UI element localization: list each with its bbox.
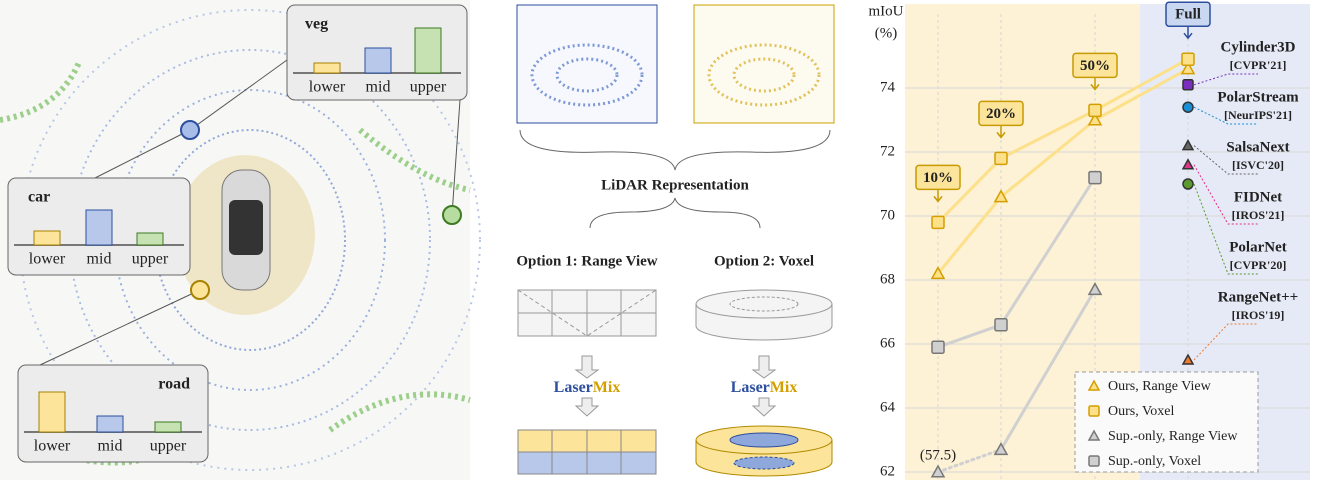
car-roof xyxy=(229,200,263,255)
legend-label: Sup.-only, Voxel xyxy=(1108,454,1201,469)
brace xyxy=(520,130,830,170)
mini-bar-label: upper xyxy=(132,251,169,268)
y-tick-label: 72 xyxy=(880,143,895,159)
marker xyxy=(1089,104,1101,116)
category-label: 10% xyxy=(923,170,953,186)
y-tick-label: 74 xyxy=(880,79,896,95)
marker xyxy=(995,319,1007,331)
voxel-mix xyxy=(696,426,832,476)
marker xyxy=(1089,456,1099,466)
reference-venue: [IROS'19] xyxy=(1232,308,1285,322)
middle-panel: LiDAR Representation Option 1: Range Vie… xyxy=(516,5,834,476)
option-label: Option 1: Range View xyxy=(516,253,657,269)
method-name: LaserMix xyxy=(731,379,798,396)
mini-bar-label: mid xyxy=(87,251,112,268)
method-part: Laser xyxy=(731,379,770,396)
mini-bar xyxy=(137,233,163,245)
callout-label: veg xyxy=(305,16,328,33)
mini-bar xyxy=(97,416,123,432)
scan-gold xyxy=(694,5,834,123)
mini-bar xyxy=(365,48,391,73)
legend-label: Ours, Voxel xyxy=(1108,404,1174,419)
mini-bar xyxy=(34,231,60,245)
reference-name: PolarStream xyxy=(1217,89,1299,105)
reference-venue: [CVPR'20] xyxy=(1230,258,1287,272)
y-axis-unit: (%) xyxy=(875,25,898,41)
brace xyxy=(590,198,760,228)
legend-label: Sup.-only, Range View xyxy=(1108,429,1238,444)
scan-blue xyxy=(517,5,657,123)
y-tick-label: 70 xyxy=(880,207,895,223)
marker xyxy=(1182,53,1194,65)
y-tick-label: 68 xyxy=(880,271,895,287)
method-part: Mix xyxy=(593,379,621,396)
mini-bar xyxy=(155,422,181,432)
y-tick-label: 64 xyxy=(880,399,896,415)
marker xyxy=(932,216,944,228)
callout-label: road xyxy=(158,376,190,393)
mini-bar xyxy=(86,210,112,245)
range-mix xyxy=(518,430,656,474)
reference-venue: [ISVC'20] xyxy=(1232,158,1284,172)
mini-bar xyxy=(314,63,340,73)
reference-venue: [CVPR'21] xyxy=(1230,58,1287,72)
mini-bar xyxy=(415,28,441,73)
marker xyxy=(1089,406,1099,416)
mini-bar-label: mid xyxy=(98,438,123,455)
category-label: 20% xyxy=(986,106,1016,122)
mini-bar-label: lower xyxy=(29,251,66,268)
marker xyxy=(1183,102,1193,112)
y-axis-label: mIoU xyxy=(869,3,904,19)
mini-bar xyxy=(39,392,65,432)
mini-bar-label: upper xyxy=(150,438,187,455)
value-label: (57.5) xyxy=(920,447,956,463)
figure: LiDAR Representation Option 1: Range Vie… xyxy=(0,0,1323,480)
marker xyxy=(1089,172,1101,184)
y-tick-label: 66 xyxy=(880,335,896,351)
reference-name: Cylinder3D xyxy=(1221,39,1296,55)
point-veg xyxy=(443,206,461,224)
range-grid xyxy=(518,290,656,336)
mini-bar-label: lower xyxy=(309,79,346,96)
category-label: Full xyxy=(1175,7,1201,23)
mini-bar-label: upper xyxy=(410,79,447,96)
y-tick-label: 62 xyxy=(880,463,895,479)
reference-name: SalsaNext xyxy=(1226,139,1289,155)
mini-bar-label: mid xyxy=(366,79,391,96)
option-label: Option 2: Voxel xyxy=(714,253,814,269)
method-name: LaserMix xyxy=(554,379,621,396)
method-part: Laser xyxy=(554,379,593,396)
reference-name: RangeNet++ xyxy=(1218,289,1298,305)
reference-name: FIDNet xyxy=(1234,189,1282,205)
category-label: 50% xyxy=(1080,58,1110,74)
mini-bar-label: lower xyxy=(34,438,71,455)
marker xyxy=(1183,80,1193,90)
method-part: Mix xyxy=(770,379,798,396)
marker xyxy=(995,152,1007,164)
voxel-grid xyxy=(696,290,832,340)
point-car xyxy=(181,121,199,139)
page: { "left_panel": { "callouts": [ {"label"… xyxy=(0,0,1323,480)
reference-name: PolarNet xyxy=(1229,239,1286,255)
callout-label: car xyxy=(28,189,50,206)
legend-label: Ours, Range View xyxy=(1108,379,1212,394)
reference-venue: [NeurIPS'21] xyxy=(1224,108,1292,122)
marker xyxy=(1183,179,1193,189)
point-road xyxy=(191,281,209,299)
marker xyxy=(932,341,944,353)
representation-title: LiDAR Representation xyxy=(601,177,749,193)
reference-venue: [IROS'21] xyxy=(1232,208,1285,222)
